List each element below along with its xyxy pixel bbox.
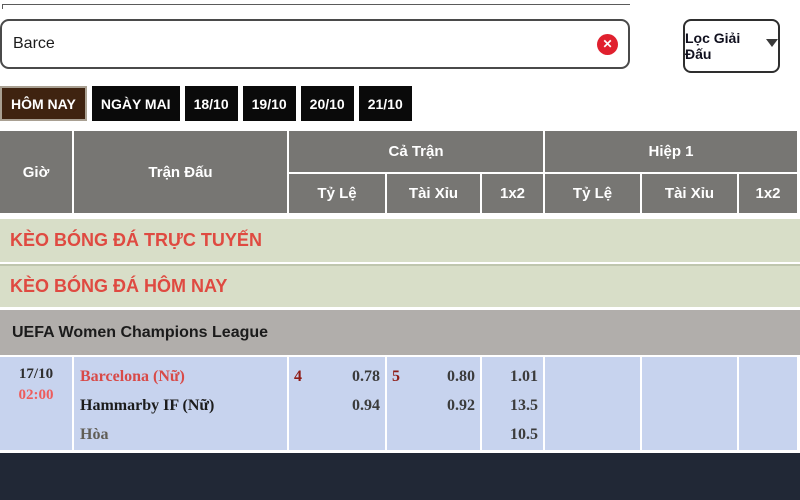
ft-1x2-cell[interactable]: 1.01 13.5 10.5 (482, 357, 543, 450)
ft-handicap-home-odds[interactable]: 0.78 (352, 368, 380, 385)
header-ft-over-under: Tài Xỉu (387, 174, 480, 213)
h1-over-under-cell[interactable] (642, 357, 737, 450)
league-filter-dropdown[interactable]: Lọc Giải Đấu (683, 19, 780, 73)
home-team-name[interactable]: Barcelona (Nữ) (80, 368, 185, 385)
match-teams-cell[interactable]: Barcelona (Nữ) Hammarby IF (Nữ) Hòa (74, 357, 287, 450)
match-time-cell: 17/10 02:00 (0, 357, 72, 450)
ft-handicap-line: 4 (294, 368, 302, 385)
league-filter-label: Lọc Giải Đấu (685, 30, 741, 62)
caret-down-icon (766, 39, 778, 47)
ft-total-line: 5 (392, 368, 400, 385)
section-live-odds-label: KÈO BÓNG ĐÁ TRỰC TUYẾN (10, 230, 262, 250)
league-row[interactable]: UEFA Women Champions League (0, 310, 800, 355)
header-first-half: Hiệp 1 (545, 131, 797, 172)
section-today-odds[interactable]: KÈO BÓNG ĐÁ HÔM NAY (0, 264, 800, 307)
header-full-time: Cả Trận (289, 131, 543, 172)
tab-date-18-10[interactable]: 18/10 (184, 86, 238, 121)
header-h1-over-under: Tài Xỉu (642, 174, 737, 213)
ft-over-under-cell[interactable]: 5 0.80 0.92 (387, 357, 480, 450)
header-h1-odds: Tỷ Lệ (545, 174, 640, 213)
tab-date-21-10[interactable]: 21/10 (358, 86, 412, 121)
date-tabs: HÔM NAY NGÀY MAI 18/10 19/10 20/10 21/10 (0, 86, 412, 121)
match-kickoff-time: 02:00 (18, 387, 54, 403)
header-time: Giờ (0, 131, 72, 213)
tab-today[interactable]: HÔM NAY (0, 86, 87, 121)
section-live-odds[interactable]: KÈO BÓNG ĐÁ TRỰC TUYẾN (0, 219, 800, 262)
ft-handicap-away-odds[interactable]: 0.94 (352, 397, 380, 414)
ft-under-odds[interactable]: 0.92 (447, 397, 475, 414)
clear-search-icon[interactable]: ✕ (597, 33, 618, 55)
ft-handicap-cell[interactable]: 4 0.78 0.94 (289, 357, 385, 450)
search-input[interactable] (2, 21, 597, 67)
ft-1x2-draw-odds[interactable]: 10.5 (510, 426, 538, 443)
league-name: UEFA Women Champions League (12, 323, 269, 341)
h1-1x2-cell[interactable] (739, 357, 797, 450)
tab-tomorrow[interactable]: NGÀY MAI (91, 86, 180, 121)
header-ft-odds: Tỷ Lệ (289, 174, 385, 213)
header-match: Trận Đấu (74, 131, 287, 213)
header-h1-1x2: 1x2 (739, 174, 797, 213)
h1-handicap-cell[interactable] (545, 357, 640, 450)
away-team-name[interactable]: Hammarby IF (Nữ) (80, 397, 215, 414)
match-row: 17/10 02:00 Barcelona (Nữ) Hammarby IF (… (0, 357, 797, 450)
tab-date-19-10[interactable]: 19/10 (242, 86, 296, 121)
draw-label: Hòa (80, 426, 109, 443)
tab-date-20-10[interactable]: 20/10 (300, 86, 354, 121)
header-ft-1x2: 1x2 (482, 174, 543, 213)
ft-over-odds[interactable]: 0.80 (447, 368, 475, 385)
divider-line (2, 4, 630, 5)
section-today-odds-label: KÈO BÓNG ĐÁ HÔM NAY (10, 276, 228, 296)
search-box: ✕ (0, 19, 630, 69)
odds-table-header: Giờ Trận Đấu Cả Trận Hiệp 1 Tỷ Lệ Tài Xỉ… (0, 131, 797, 213)
divider-tick (2, 4, 3, 9)
footer-bar (0, 453, 800, 500)
ft-1x2-home-odds[interactable]: 1.01 (510, 368, 538, 385)
match-date: 17/10 (18, 366, 54, 382)
ft-1x2-away-odds[interactable]: 13.5 (510, 397, 538, 414)
